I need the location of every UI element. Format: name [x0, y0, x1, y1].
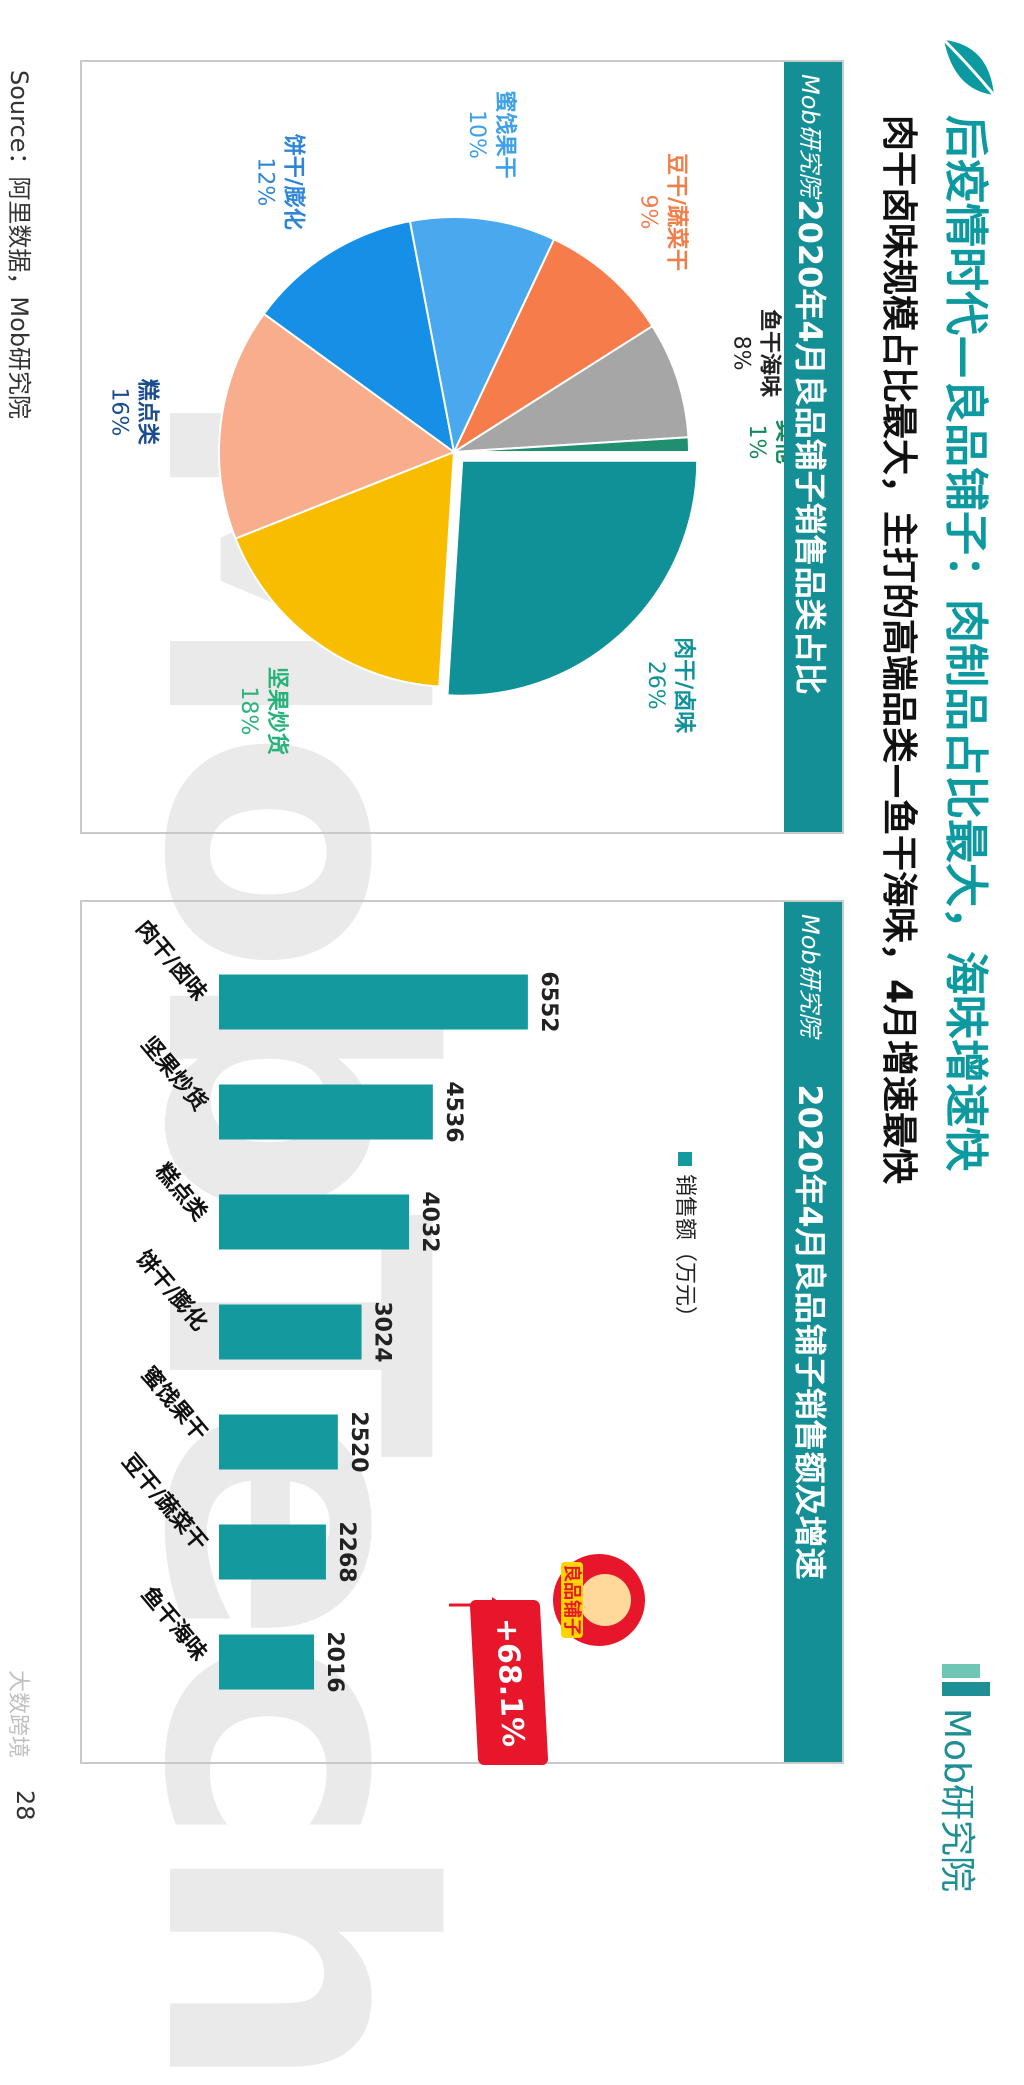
bar [219, 974, 528, 1030]
bar-category-label: 蜜饯果干 [136, 1362, 212, 1446]
pie-panel: Mob研究院 2020年4月良品铺子销售品类占比 肉干/卤味 26% 坚果炒货 18%… [80, 60, 844, 834]
pie-panel-header: Mob研究院 2020年4月良品铺子销售品类占比 [784, 62, 842, 832]
bar-category-label: 鱼干海味 [136, 1582, 212, 1666]
pie-category-label: 坚果炒货 [264, 667, 290, 755]
bar-value-label: 2520 [346, 1411, 371, 1472]
bar-category-label: 肉干/卤味 [131, 916, 213, 1006]
title-leaf-icon [942, 38, 996, 96]
pie-slice [446, 459, 699, 697]
pie-value-label: 16% [107, 387, 132, 436]
brand-name: Mob研究院 [936, 1708, 977, 1892]
bar-category-label: 糕点类 [150, 1159, 213, 1227]
brand-logo: Mob研究院 [934, 1660, 994, 1892]
slide: MobTech 后疫情时代—良品铺子：肉制品占比最大，海味增速快 肉干卤味规模占… [5, 38, 996, 2085]
pie-category-label: 饼干/膨化 [281, 134, 307, 230]
page-subtitle: 肉干卤味规模占比最大，主打的高端品类—鱼干海味，4月增速最快 [878, 115, 919, 1185]
bar [219, 1304, 362, 1360]
pie-category-label: 鱼干海味 [756, 309, 782, 397]
pie-value-label: 18% [236, 686, 261, 735]
bar-value-label: 4032 [417, 1191, 442, 1252]
brand-mark-icon [942, 1664, 990, 1696]
pie-slice [451, 238, 654, 455]
bar-category-label: 坚果炒货 [136, 1032, 212, 1116]
pie-slice [218, 312, 457, 540]
growth-arrow-icon [449, 1597, 504, 1613]
pie-category-label: 糕点类 [135, 379, 161, 446]
bar-value-label: 4536 [441, 1081, 466, 1142]
liangpin-logo: 良品铺子 [553, 1554, 645, 1646]
pie-value-label: 9% [636, 195, 661, 230]
pie-category-label: 其他 [772, 420, 784, 464]
bar-value-label: 2268 [334, 1521, 359, 1582]
source-note: Source：阿里数据，Mob研究院 [5, 70, 33, 420]
bar-panel-header: Mob研究院 2020年4月良品铺子销售额及增速 [784, 902, 842, 1762]
pie-slice [453, 324, 690, 453]
logo-text: 良品铺子 [561, 1564, 583, 1636]
bar-value-label: 6552 [536, 971, 561, 1032]
pie-category-label: 蜜饯果干 [492, 91, 518, 179]
bar [218, 1194, 410, 1250]
pie-category-label: 豆干/蔬菜干 [664, 153, 689, 271]
bar-panel: Mob研究院 2020年4月良品铺子销售额及增速 6552 肉干/卤味 4536 坚果… [80, 900, 844, 1764]
pie-slice [234, 450, 456, 688]
pie-value-label: 12% [253, 157, 278, 206]
page-number: 28 [11, 1790, 39, 1821]
bar-category-label: 豆干/蔬菜干 [117, 1449, 212, 1555]
page-title: 后疫情时代—良品铺子：肉制品占比最大，海味增速快 [940, 115, 991, 1171]
bar-chart-title: 2020年4月良品铺子销售额及增速 [791, 1084, 829, 1580]
bar-category-label: 饼干/膨化 [131, 1246, 213, 1336]
bar-chart: 6552 肉干/卤味 4536 坚果炒货 4032 糕点类 3024 饼干/膨化 2520 蜜饯果… [117, 916, 697, 1693]
bar [219, 1524, 326, 1580]
bar [219, 1084, 433, 1140]
pie-value-label: 1% [744, 424, 769, 459]
bar [218, 1414, 338, 1470]
legend-label: 销售额（万元） [672, 1174, 697, 1328]
footer-watermark: 大数跨境 [5, 1670, 30, 1759]
growth-badge: +68.1% [469, 1600, 549, 1765]
bar-value-label: 2016 [322, 1631, 347, 1692]
pie-value-label: 8% [728, 336, 753, 371]
pie-value-label: 26% [643, 661, 668, 710]
pie-chart-title: 2020年4月良品铺子销售品类占比 [791, 199, 829, 695]
legend-swatch [678, 1152, 692, 1166]
pie-category-label: 肉干/卤味 [671, 637, 697, 733]
bar [219, 1634, 315, 1690]
pie-slice [408, 216, 556, 456]
pie-value-label: 10% [464, 110, 489, 159]
pie-slice [262, 219, 456, 455]
bar-value-label: 3024 [370, 1301, 395, 1362]
pie-slice [453, 436, 691, 453]
